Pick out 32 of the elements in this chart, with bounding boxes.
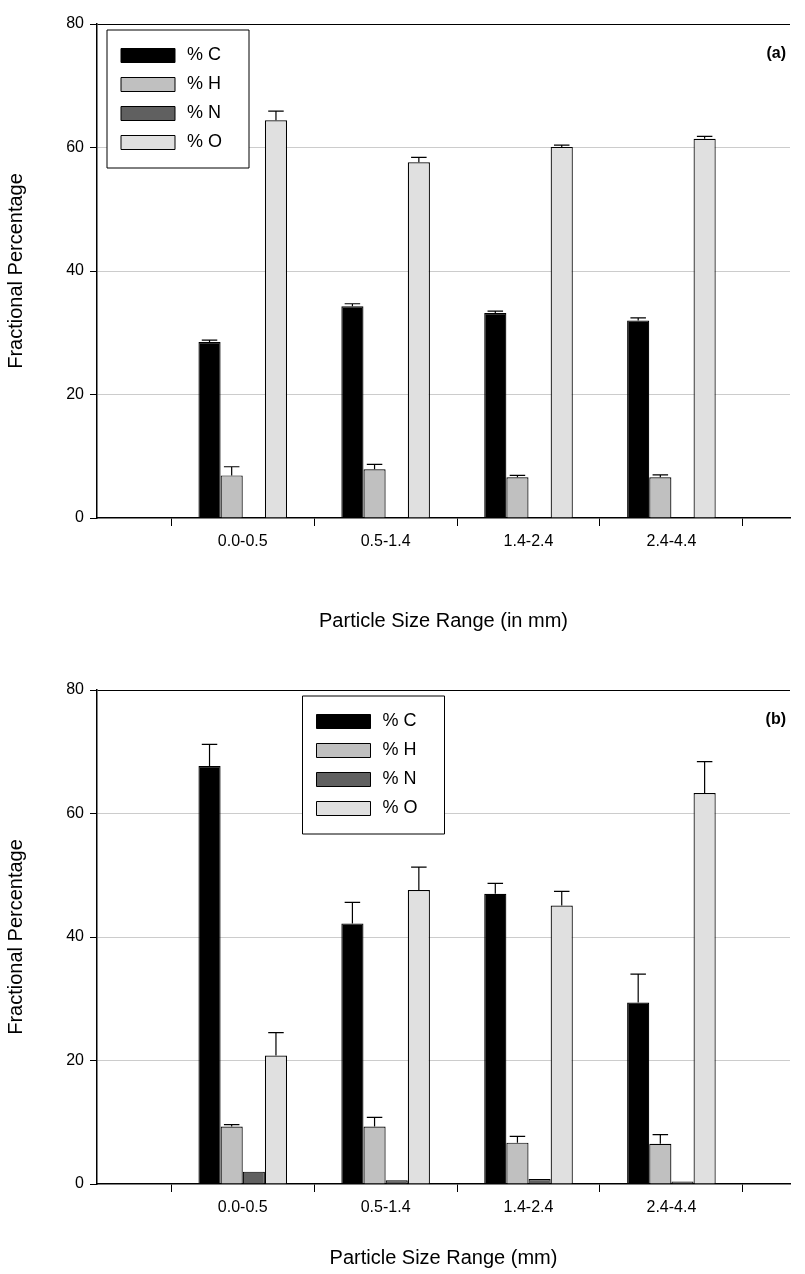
legend-label: % O [187, 131, 223, 152]
y-tick-label: 20 [66, 384, 85, 402]
y-tick-label: 0 [75, 508, 85, 526]
legend-label: % C [382, 710, 417, 731]
x-tick-label: 0.5-1.4 [360, 1198, 411, 1216]
annotation: (b) [765, 710, 786, 728]
y-tick-label: 40 [66, 927, 85, 945]
annotation: (a) [766, 44, 786, 62]
x-tick-label: 1.4-2.4 [503, 1198, 554, 1216]
legend-label: % H [382, 739, 417, 760]
x-axis-title: Particle Size Range (mm) [329, 1245, 558, 1268]
x-tick-label: 0.5-1.4 [360, 532, 411, 550]
y-axis-title: Fractional Percentage [3, 839, 26, 1035]
y-tick-label: 20 [66, 1050, 85, 1068]
x-axis-title: Particle Size Range (in mm) [319, 608, 568, 631]
y-tick-label: 80 [66, 14, 85, 32]
x-tick-label: 0.0-0.5 [217, 532, 268, 550]
x-tick-label: 0.0-0.5 [217, 1198, 268, 1216]
y-tick-label: 40 [66, 261, 85, 279]
legend-label: % H [187, 73, 222, 94]
legend-label: % O [382, 797, 418, 818]
x-tick-label: 2.4-4.4 [646, 1198, 697, 1216]
y-axis-title: Fractional Percentage [3, 173, 26, 369]
y-tick-label: 80 [66, 680, 85, 698]
y-tick-label: 60 [66, 137, 85, 155]
x-tick-label: 2.4-4.4 [646, 532, 697, 550]
y-tick-label: 60 [66, 803, 85, 821]
legend-label: % N [187, 102, 222, 123]
legend-label: % C [187, 44, 222, 65]
legend-label: % N [382, 768, 417, 789]
y-tick-label: 0 [75, 1174, 85, 1192]
x-tick-label: 1.4-2.4 [503, 532, 554, 550]
